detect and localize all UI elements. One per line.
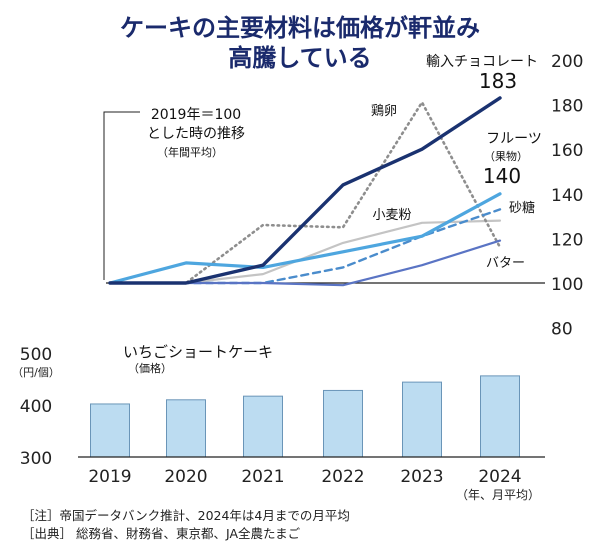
- series-line-2: [108, 192, 502, 285]
- y-tick-label: 200: [551, 52, 583, 72]
- x-tick-label: 2022: [321, 467, 364, 487]
- bar-2024: [480, 375, 520, 458]
- bar-chart-subtitle: （価格）: [128, 361, 172, 375]
- series-line-3: [108, 208, 502, 285]
- y-tick-label: 120: [551, 230, 583, 250]
- y-tick-label: 160: [551, 141, 583, 161]
- bar-chart: 300 400 500（円/個） いちごショートケーキ（価格） 2019 2020 2021…: [12, 343, 545, 502]
- series-line-5: [108, 239, 502, 287]
- series-label-chocolate: 輸入チョコレート: [426, 54, 538, 70]
- x-tick-label: 2023: [400, 467, 443, 487]
- series-label-egg: 鶏卵: [371, 104, 397, 119]
- series-line-0: [108, 96, 502, 285]
- chart-title-line-1: ケーキの主要材料は価格が軒並み: [120, 14, 480, 42]
- footnote-note: ［注］帝国データバンク推計、2024年は4月までの月平均: [22, 508, 350, 523]
- x-axis-note: （年、月平均）: [456, 488, 540, 502]
- bar-2022: [323, 389, 363, 458]
- x-tick-label: 2019: [88, 467, 131, 487]
- x-tick-label: 2021: [241, 467, 284, 487]
- bar-2021: [243, 395, 283, 458]
- note-line-2: とした時の推移: [147, 126, 245, 142]
- footnote-source: ［出典］ 総務省、財務省、東京都、JA全農たまご: [22, 526, 301, 541]
- bar-y-tick-label: 400: [20, 397, 52, 417]
- y-tick-label: 100: [551, 275, 583, 295]
- series-label-flour: 小麦粉: [372, 208, 411, 223]
- x-tick-label: 2020: [164, 467, 207, 487]
- chart-title-line-2: 高騰している: [228, 44, 371, 72]
- note-line-3: （年間平均）: [157, 145, 223, 159]
- end-value-chocolate: 183: [479, 69, 517, 93]
- series-label-sugar: 砂糖: [509, 200, 535, 216]
- end-value-fruit: 140: [483, 164, 521, 188]
- y-tick-label: 80: [551, 320, 573, 340]
- series-sublabel-fruit: （果物）: [484, 149, 528, 163]
- series-label-butter: バター: [486, 256, 525, 271]
- note-bracket: [103, 111, 140, 280]
- bar-unit-label: （円/個）: [12, 366, 60, 379]
- y-tick-label: 180: [551, 97, 583, 117]
- bar-2019: [90, 403, 130, 458]
- bar-2023: [402, 381, 442, 458]
- bar-y-tick-label: 300: [20, 449, 52, 469]
- note-line-1: 2019年＝100: [151, 107, 241, 123]
- bar-y-tick-label: 500: [20, 345, 52, 365]
- series-label-fruit: フルーツ: [486, 131, 542, 147]
- bar-2020: [166, 399, 206, 458]
- bar-chart-title: いちごショートケーキ: [123, 343, 273, 361]
- y-tick-label: 140: [551, 186, 583, 206]
- x-tick-label: 2024: [478, 467, 521, 487]
